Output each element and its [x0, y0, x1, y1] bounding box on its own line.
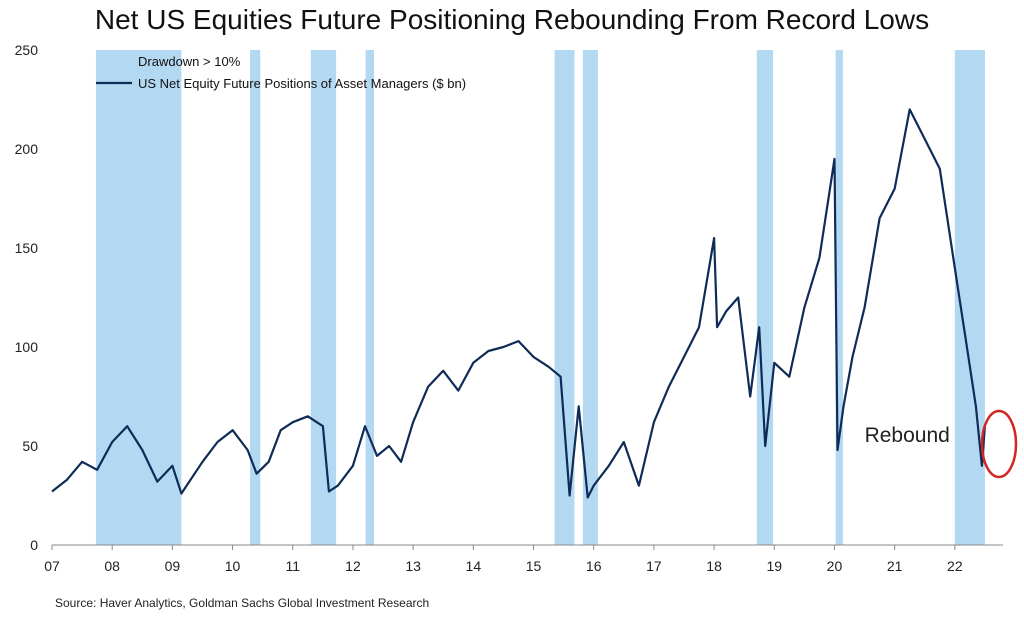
x-tick-label: 16 [586, 558, 602, 574]
x-tick-label: 12 [345, 558, 361, 574]
x-tick-label: 07 [44, 558, 60, 574]
annotations: Rebound [865, 409, 1018, 479]
x-tick-label: 17 [646, 558, 662, 574]
drawdown-band-2 [310, 50, 337, 545]
legend-label: US Net Equity Future Positions of Asset … [138, 76, 466, 91]
annotation-label: Rebound [865, 424, 950, 447]
x-tick-label: 22 [947, 558, 963, 574]
drawdown-bands [95, 50, 985, 545]
x-tick-label: 14 [466, 558, 482, 574]
y-tick-label: 200 [15, 141, 39, 157]
x-tick-label: 11 [285, 558, 300, 574]
series-line-0 [51, 108, 986, 499]
drawdown-band-1 [250, 50, 261, 545]
x-tick-label: 13 [405, 558, 421, 574]
x-tick-label: 15 [526, 558, 542, 574]
rebound-highlight-circle [980, 409, 1018, 479]
drawdown-band-6 [756, 50, 774, 545]
y-tick-label: 0 [30, 537, 38, 553]
legend-swatch-band [96, 54, 132, 67]
x-tick-label: 08 [104, 558, 120, 574]
x-tick-label: 21 [887, 558, 903, 574]
axes: 0 50 100 150 200 250 07 08 09 10 11 12 13 14 15 16 17 18 1… [15, 42, 1003, 574]
drawdown-band-0 [95, 50, 182, 545]
y-tick-label: 250 [15, 42, 39, 58]
legend: Drawdown > 10% US Net Equity Future Posit… [96, 54, 466, 91]
chart-title: Net US Equities Future Positioning Rebou… [94, 4, 930, 35]
y-tick-label: 50 [22, 438, 38, 454]
x-tick-label: 20 [827, 558, 843, 574]
source-note: Source: Haver Analytics, Goldman Sachs G… [55, 596, 430, 610]
y-tick-label: 100 [15, 339, 39, 355]
x-tick-label: 18 [706, 558, 722, 574]
drawdown-band-7 [835, 50, 843, 545]
drawdown-band-3 [365, 50, 375, 545]
series-group [51, 108, 986, 499]
y-tick-label: 150 [15, 240, 39, 256]
x-tick-label: 19 [766, 558, 782, 574]
x-tick-label: 10 [225, 558, 241, 574]
legend-label: Drawdown > 10% [138, 54, 241, 69]
x-tick-label: 09 [165, 558, 181, 574]
drawdown-band-4 [554, 50, 575, 545]
drawdown-band-5 [582, 50, 598, 545]
